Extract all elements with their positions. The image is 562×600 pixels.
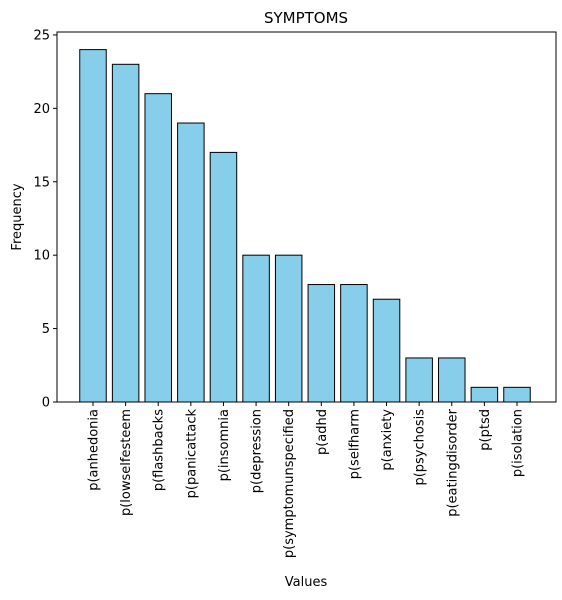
x-tick-label: p(panicattack: [184, 409, 199, 499]
x-tick-label: p(depression: [250, 409, 265, 493]
y-tick-label: 15: [33, 175, 50, 190]
bar: [438, 357, 466, 403]
bar: [242, 254, 270, 403]
x-axis-title: Values: [285, 575, 328, 590]
x-axis: p(anhedonia p(lowselfesteem p(flashbacks p(…: [87, 402, 526, 558]
x-tick-label: p(anhedonia: [87, 409, 102, 491]
y-tick-label: 10: [33, 249, 50, 264]
y-tick-label: 5: [42, 322, 50, 337]
y-axis: 0 5 10 15 20 25: [33, 28, 57, 411]
x-tick-label: p(isolation: [511, 409, 526, 477]
x-tick-label: p(anxiety: [380, 409, 395, 471]
bar: [274, 254, 303, 403]
bar: [79, 49, 107, 403]
x-tick-label: p(eatingdisorder: [445, 408, 460, 516]
x-tick-label: p(selfharm: [347, 409, 362, 479]
x-tick-label: p(adhd: [315, 409, 330, 455]
bar: [177, 122, 205, 403]
x-tick-label: p(lowselfesteem: [119, 409, 134, 516]
bar: [111, 63, 140, 403]
x-tick-label: p(psychosis: [413, 409, 428, 486]
bar: [372, 298, 401, 403]
x-tick-label: p(symptomunspecified: [282, 409, 297, 558]
y-tick-label: 25: [33, 28, 50, 43]
bar: [470, 386, 499, 403]
bar: [503, 386, 531, 403]
y-axis-title: Frequency: [10, 183, 25, 250]
x-tick-label: p(insomnia: [217, 409, 232, 481]
x-tick-label: p(flashbacks: [152, 409, 167, 491]
bars-group: [79, 49, 531, 403]
bar: [144, 93, 172, 403]
bar: [209, 151, 238, 403]
plot-frame: [56, 31, 557, 403]
x-tick-label: p(ptsd: [478, 409, 493, 451]
bar: [405, 357, 433, 403]
bar: [307, 284, 336, 403]
y-tick-label: 0: [42, 396, 50, 411]
bar: [340, 284, 368, 403]
y-tick-label: 20: [33, 102, 50, 117]
chart-title: SYMPTOMS: [264, 9, 348, 27]
